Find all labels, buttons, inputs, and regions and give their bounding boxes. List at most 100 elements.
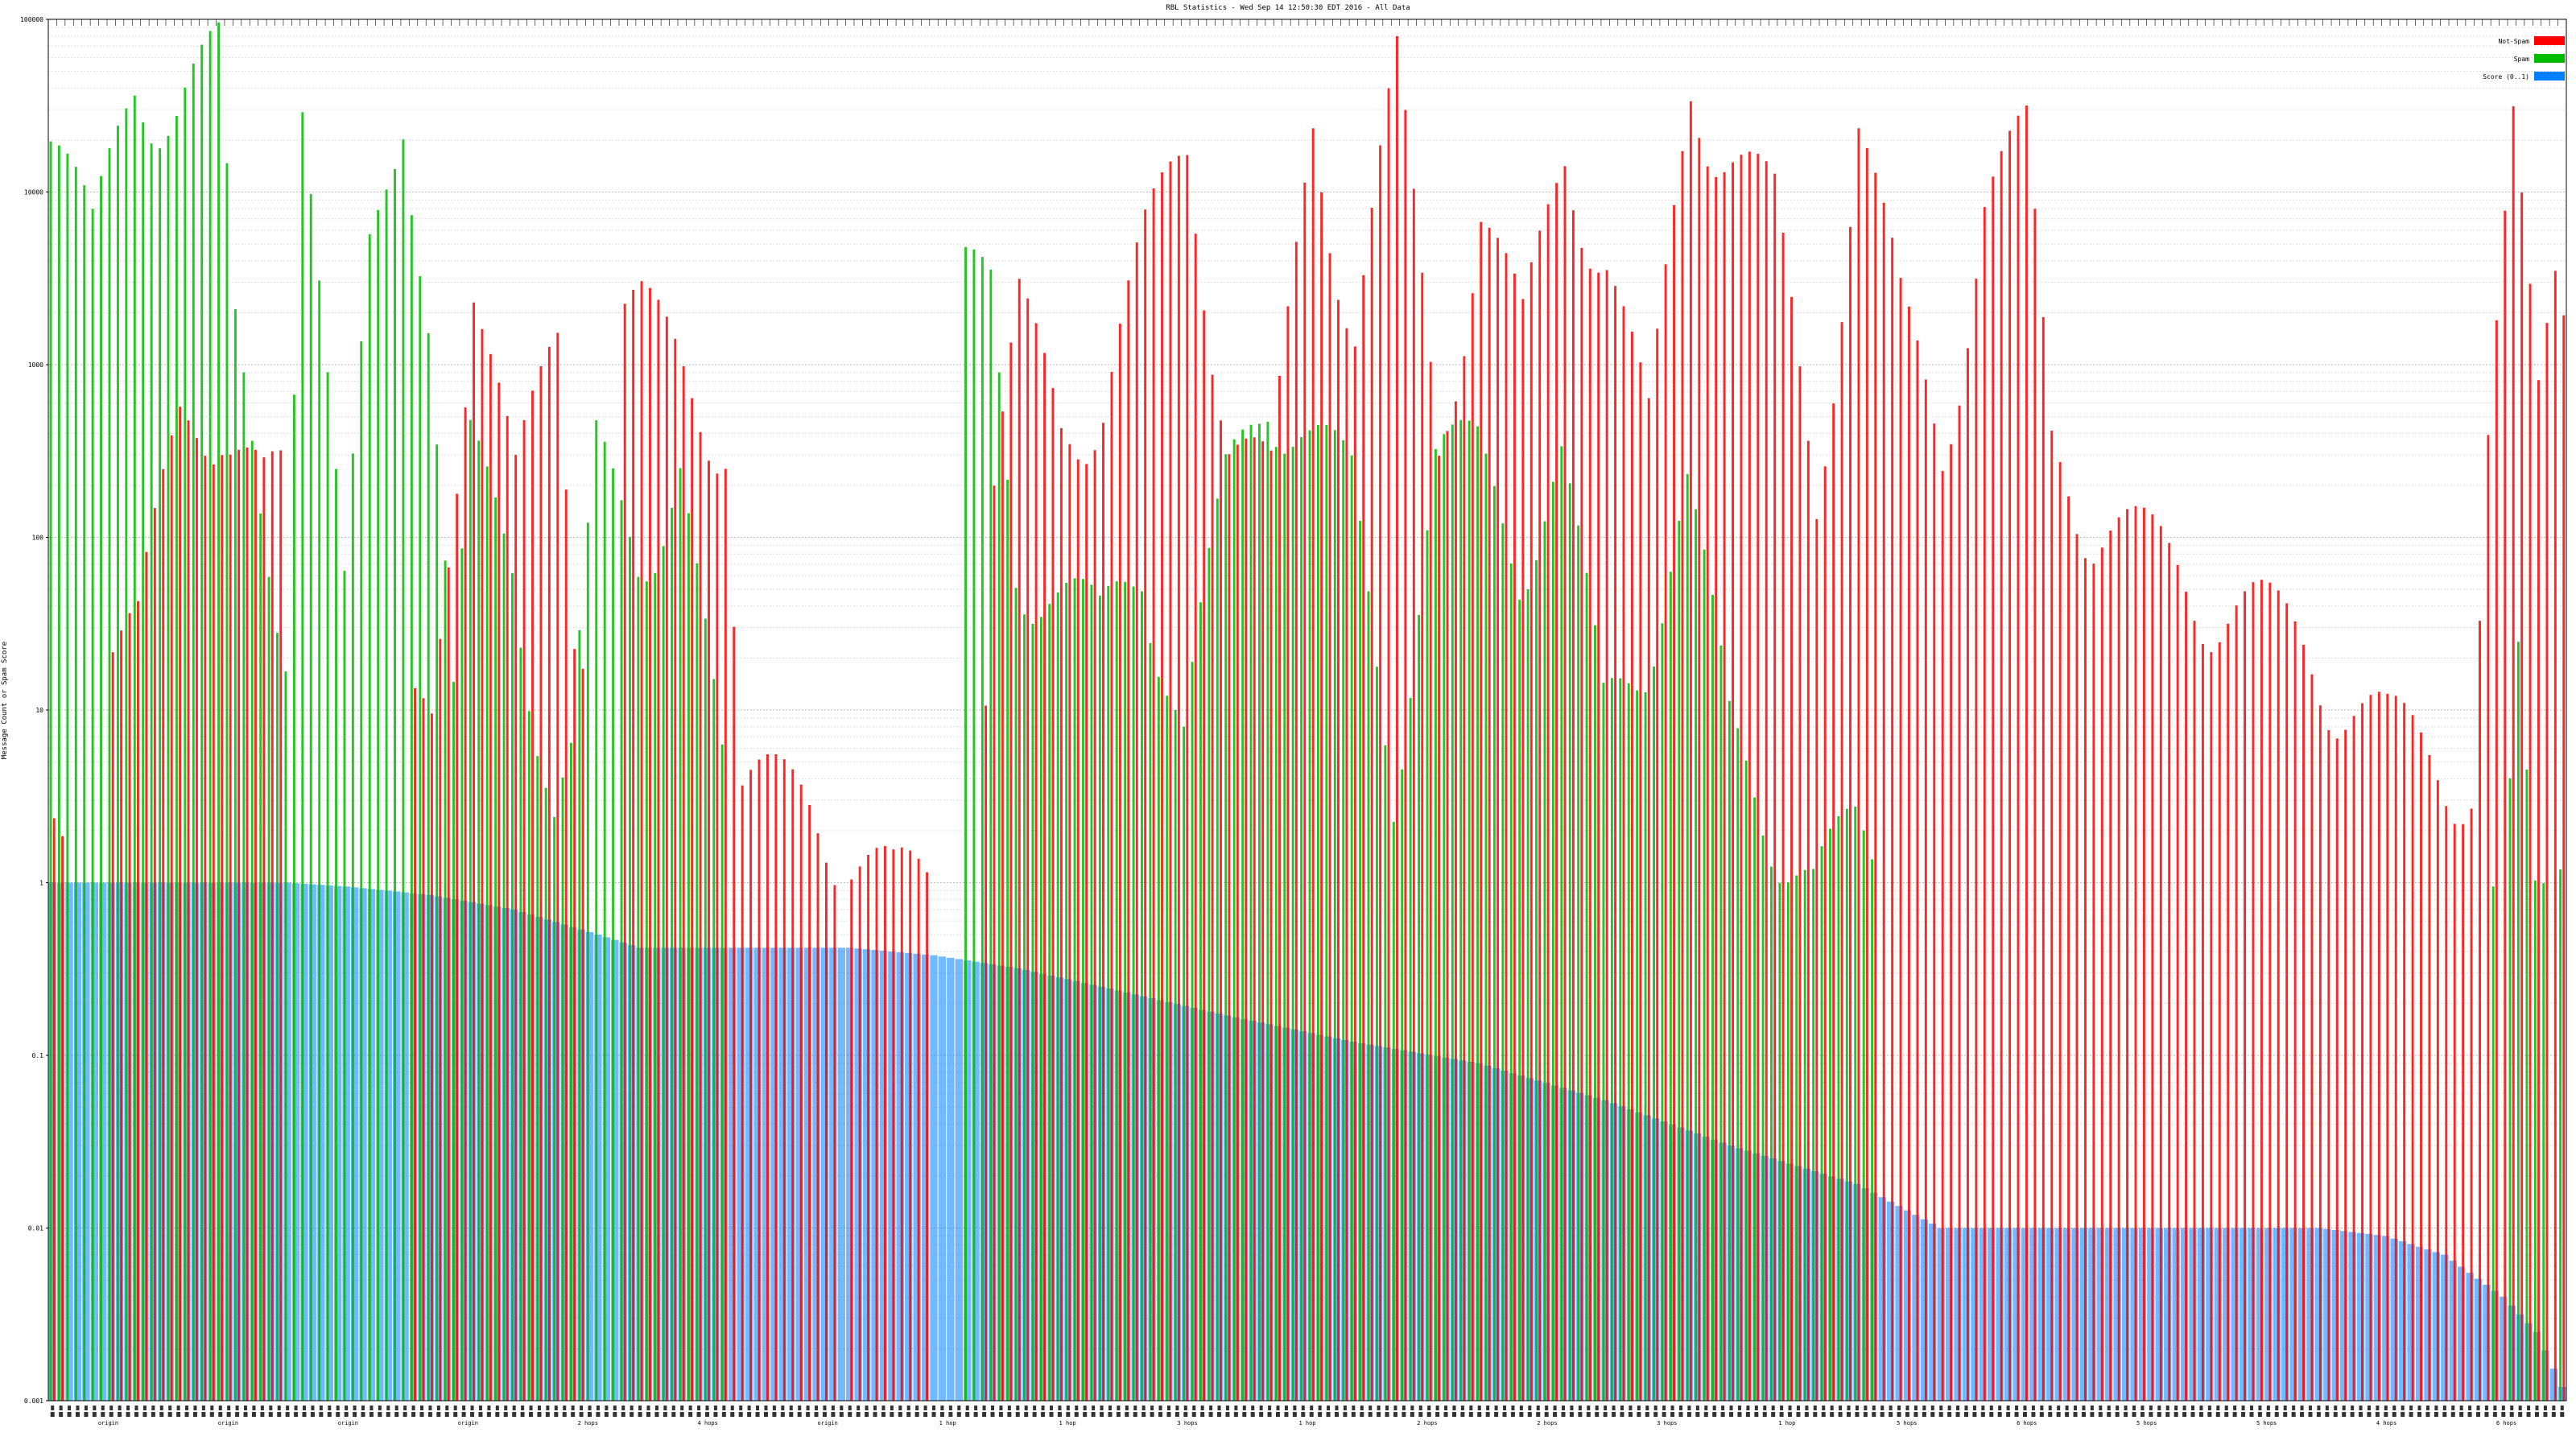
bar-group: [1937, 471, 1945, 1401]
bar-group: [1584, 268, 1592, 1402]
spam-bar: [964, 246, 967, 1401]
score-bar: [1349, 1042, 1358, 1401]
bar-group: [1358, 275, 1366, 1402]
bar-group: [2365, 695, 2373, 1401]
x-tick-label-glyph: [1469, 1406, 1473, 1410]
x-tick-label-glyph: [1545, 1406, 1549, 1410]
x-group-label: 2 hops: [1417, 1420, 1437, 1426]
x-group-label: 4 hops: [698, 1420, 718, 1426]
score-bar: [1618, 1106, 1626, 1401]
x-tick-label-glyph: [2359, 1412, 2363, 1417]
x-tick-label-glyph: [310, 1412, 315, 1417]
x-tick-label-glyph: [580, 1406, 584, 1410]
score-bar: [2046, 1228, 2054, 1401]
x-tick-label-glyph: [1352, 1406, 1356, 1410]
score-bar: [1517, 1075, 1525, 1401]
score-bar: [2407, 1244, 2415, 1401]
bar-group: [393, 169, 401, 1402]
score-bar: [342, 886, 350, 1401]
x-tick-label-glyph: [755, 1412, 760, 1417]
bar-group: [115, 126, 124, 1401]
bar-group: [418, 276, 426, 1401]
score-bar: [158, 882, 166, 1401]
x-tick-label-glyph: [1175, 1406, 1179, 1410]
x-tick-label-glyph: [688, 1406, 692, 1410]
not-spam-bar: [456, 493, 459, 1401]
spam-bar: [1065, 582, 1068, 1401]
spam-bar: [1384, 745, 1387, 1401]
x-tick-label-glyph: [2082, 1406, 2086, 1410]
spam-bar: [1535, 559, 1538, 1401]
spam-bar: [292, 394, 295, 1402]
x-tick-label-glyph: [679, 1412, 684, 1417]
x-tick-label-glyph: [1435, 1406, 1439, 1410]
x-tick-label-glyph: [142, 1412, 147, 1417]
score-bar: [1509, 1073, 1517, 1401]
not-spam-bar: [657, 299, 660, 1402]
x-tick-label-glyph: [881, 1406, 886, 1410]
x-tick-label-glyph: [1191, 1412, 1196, 1417]
spam-bar: [1468, 420, 1471, 1402]
score-bar: [862, 949, 871, 1401]
score-bar: [2231, 1228, 2239, 1401]
spam-bar: [284, 671, 287, 1401]
score-bar: [1660, 1121, 1668, 1401]
spam-bar: [1266, 421, 1269, 1401]
x-tick-label-glyph: [1209, 1406, 1213, 1410]
not-spam-bar: [237, 449, 241, 1401]
bar-group: [283, 671, 291, 1401]
x-tick-label-glyph: [1326, 1412, 1331, 1417]
x-tick-label-glyph: [1561, 1412, 1566, 1417]
x-tick-label-glyph: [940, 1406, 944, 1410]
score-bar: [1937, 1228, 1945, 1401]
x-tick-label-glyph: [730, 1406, 734, 1410]
bar-group: [2004, 130, 2013, 1402]
not-spam-bar: [716, 473, 719, 1401]
x-tick-label-glyph: [973, 1412, 978, 1417]
bar-group: [1459, 356, 1467, 1402]
bar-group: [1198, 310, 1207, 1401]
x-tick-label-glyph: [1771, 1412, 1776, 1417]
spam-bar: [1291, 447, 1294, 1401]
x-tick-label-glyph: [2232, 1412, 2237, 1417]
x-tick-label-glyph: [1133, 1406, 1137, 1410]
x-tick-label-glyph: [2074, 1406, 2078, 1410]
not-spam-bar: [1161, 172, 1163, 1401]
not-spam-bar: [2041, 316, 2045, 1402]
top-tick-marks: [47, 19, 2567, 26]
x-tick-label-glyph: [2165, 1412, 2170, 1417]
bar-group: [526, 390, 535, 1402]
score-bar: [460, 900, 468, 1401]
bar-group: [2206, 652, 2214, 1401]
x-tick-label-glyph: [906, 1406, 910, 1410]
not-spam-bar: [1051, 388, 1055, 1401]
x-tick-label-glyph: [2182, 1406, 2186, 1410]
bar-group: [325, 372, 333, 1402]
x-group-label: 5 hops: [2136, 1420, 2157, 1426]
x-tick-label-glyph: [621, 1406, 625, 1410]
x-tick-label-glyph: [1041, 1406, 1045, 1410]
score-bar: [308, 884, 317, 1401]
x-tick-label-glyph: [704, 1412, 709, 1417]
x-tick-label-glyph: [848, 1412, 852, 1417]
x-tick-label-glyph: [327, 1412, 332, 1417]
score-bar: [174, 882, 183, 1401]
bar-group: [678, 365, 686, 1402]
x-tick-label-glyph: [84, 1412, 89, 1417]
bar-group: [510, 455, 518, 1402]
score-bar: [2206, 1228, 2214, 1401]
score-bar: [1744, 1150, 1752, 1401]
x-tick-label-glyph: [184, 1412, 189, 1417]
x-tick-label-glyph: [151, 1406, 155, 1410]
bar-group: [803, 805, 812, 1401]
not-spam-bar: [1454, 401, 1457, 1401]
score-bar: [1525, 1078, 1534, 1401]
bar-group: [2297, 644, 2306, 1401]
x-tick-label-glyph: [2283, 1406, 2287, 1410]
not-spam-bar: [2310, 674, 2314, 1401]
bar-group: [1417, 272, 1425, 1402]
score-bar: [1988, 1228, 1996, 1401]
bar-group: [888, 849, 896, 1401]
x-tick-label-glyph: [1141, 1412, 1146, 1417]
not-spam-bar: [1614, 286, 1617, 1402]
